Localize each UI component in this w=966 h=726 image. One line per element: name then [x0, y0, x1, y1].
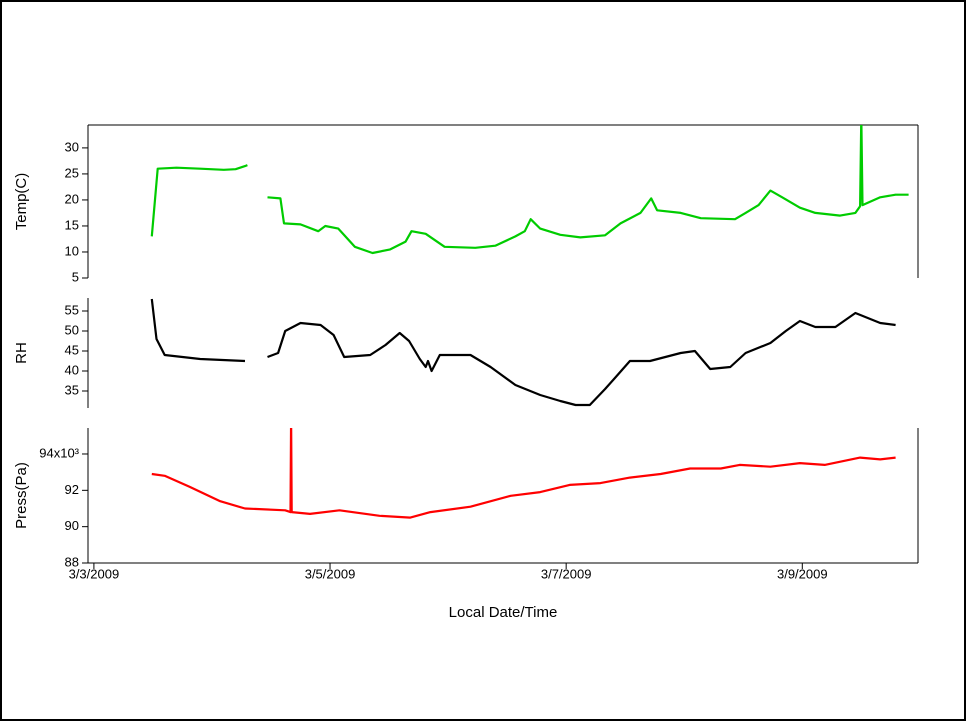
x-tick-label: 3/9/2009 — [777, 566, 828, 581]
y-axis-label: Temp(C) — [13, 173, 30, 231]
x-tick-label: 3/7/2009 — [541, 566, 592, 581]
x-axis-label: Local Date/Time — [449, 604, 558, 621]
y-tick-label: 55 — [65, 302, 79, 317]
y-tick-label: 10 — [65, 243, 79, 258]
y-tick-label: 90 — [65, 518, 79, 533]
y-tick-label: 94x10³ — [39, 445, 79, 460]
x-tick-label: 3/3/2009 — [69, 566, 120, 581]
y-tick-label: 5 — [72, 269, 79, 284]
y-axis-label: Press(Pa) — [13, 462, 30, 529]
data-line — [150, 125, 909, 255]
y-tick-label: 20 — [65, 191, 79, 206]
data-line — [151, 428, 896, 519]
y-tick-label: 40 — [65, 362, 79, 377]
y-tick-label: 45 — [65, 342, 79, 357]
y-axis-label: RH — [13, 342, 30, 364]
y-tick-label: 15 — [65, 217, 79, 232]
x-tick-label: 3/5/2009 — [305, 566, 356, 581]
y-tick-label: 88 — [65, 554, 79, 569]
y-tick-label: 35 — [65, 382, 79, 397]
y-tick-label: 50 — [65, 322, 79, 337]
y-tick-label: 25 — [65, 165, 79, 180]
y-tick-label: 92 — [65, 482, 79, 497]
y-tick-label: 30 — [65, 139, 79, 154]
data-line — [150, 298, 896, 407]
